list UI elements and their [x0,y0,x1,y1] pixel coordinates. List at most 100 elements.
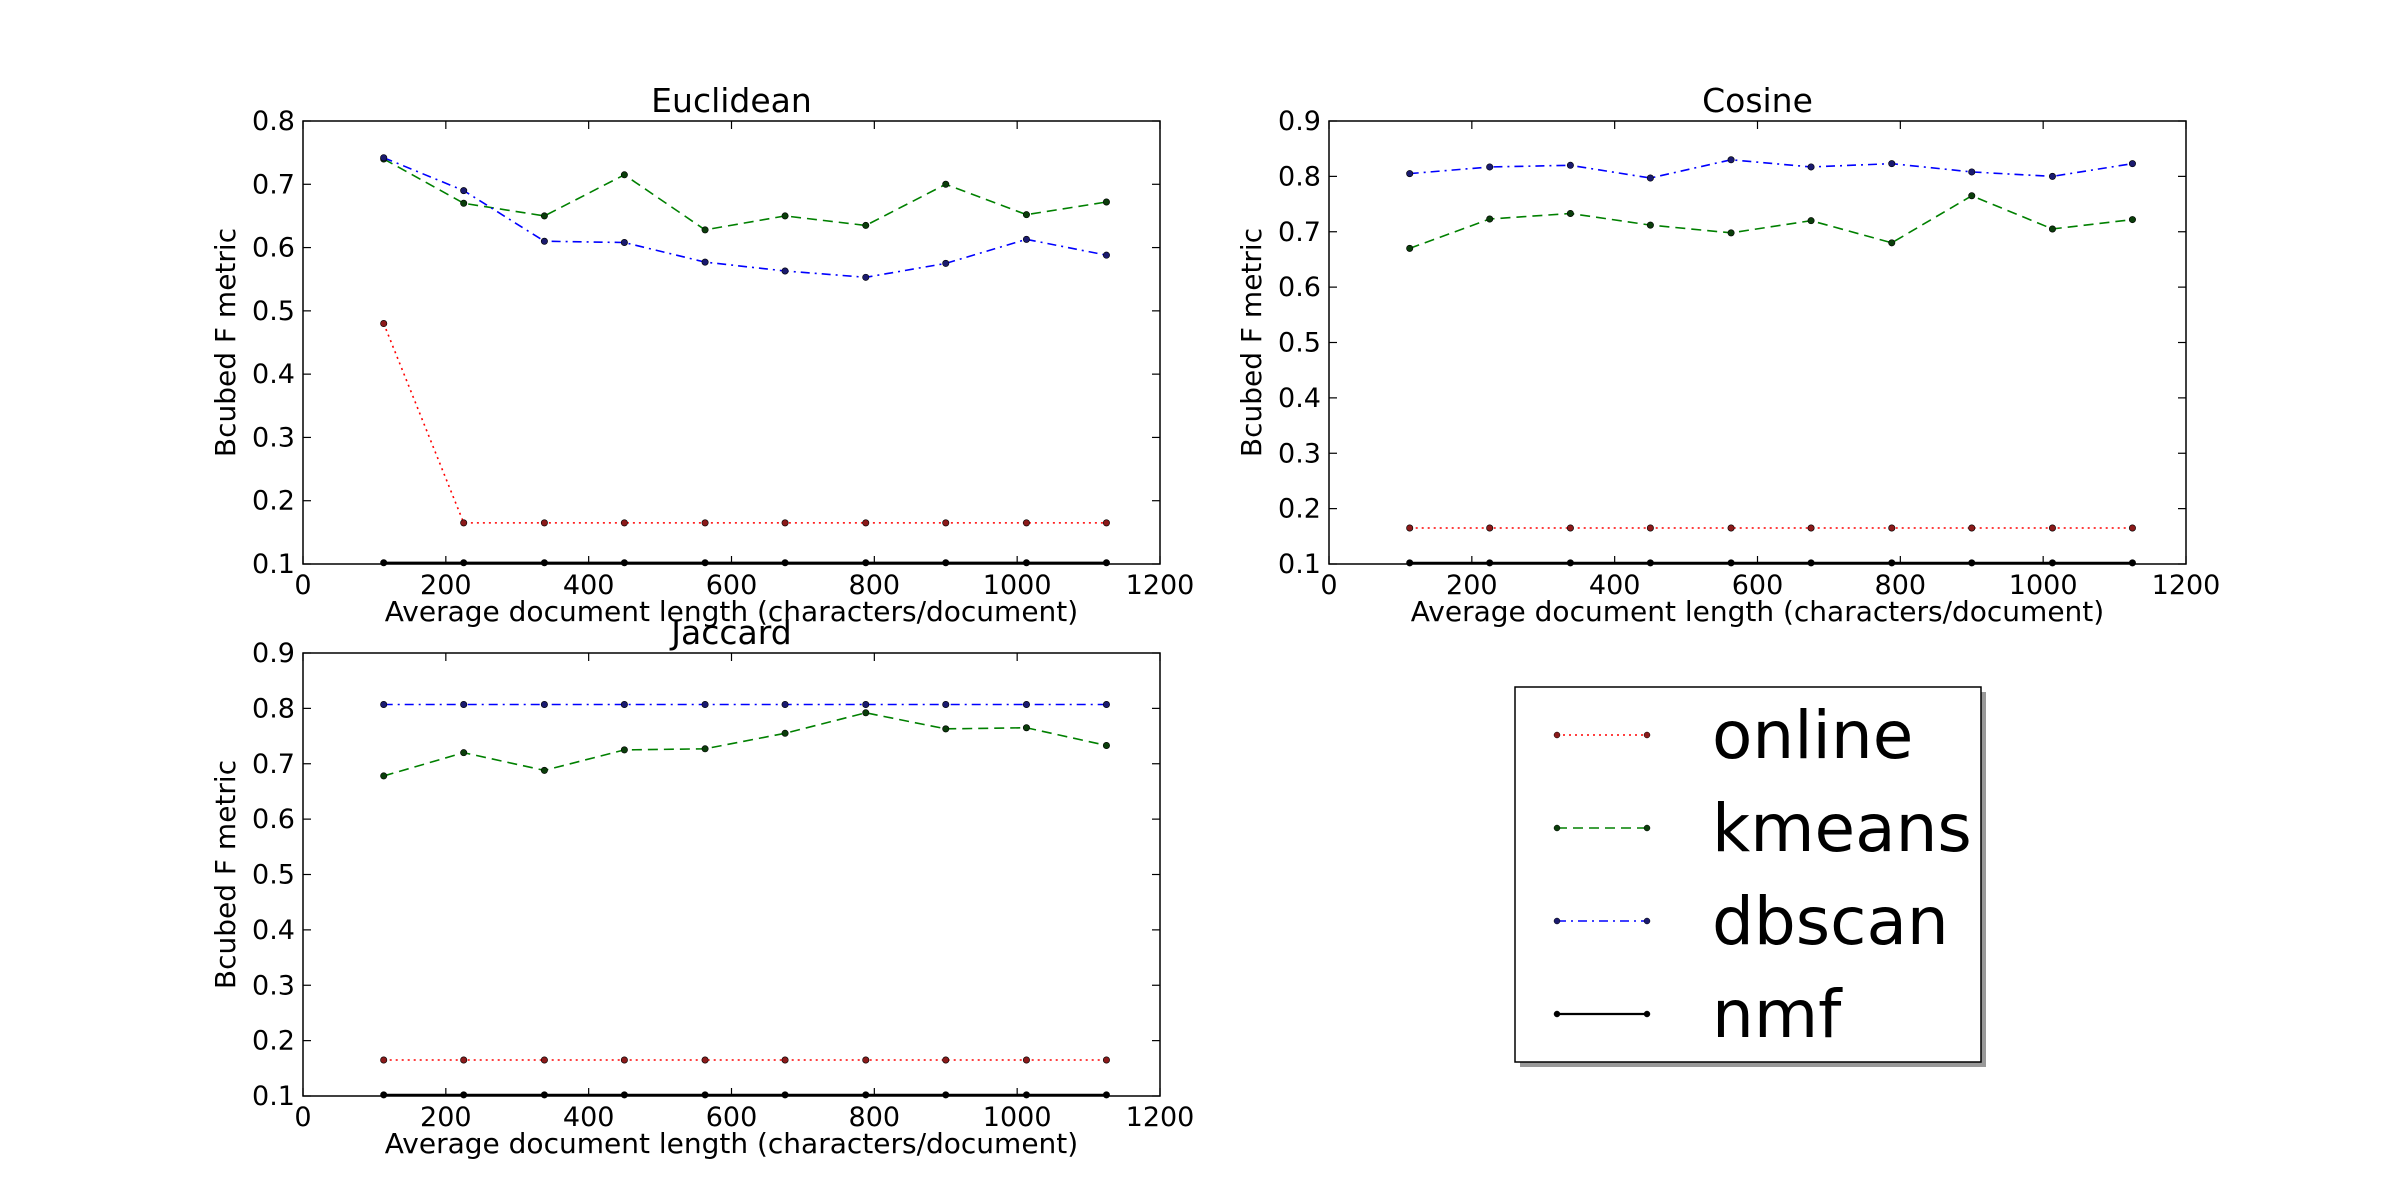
y-tick-label: 0.9 [252,638,295,669]
data-point-nmf [1102,1091,1110,1099]
data-point-online [1102,519,1110,527]
data-point-kmeans [540,766,548,774]
y-tick-label: 0.3 [1278,438,1321,469]
legend-marker-start-kmeans [1553,824,1561,832]
data-point-dbscan [701,258,709,266]
y-tick-label: 0.5 [252,860,295,891]
data-point-nmf [1727,559,1735,567]
data-point-online [1022,519,1030,527]
plot-frame [302,652,1161,1097]
y-tick-label: 0.8 [252,106,295,137]
y-tick-label: 0.5 [1278,328,1321,359]
legend-label-dbscan: dbscan [1712,883,1949,960]
y-axis-label: Bcubed F metric [1235,228,1268,457]
data-point-online [1406,524,1414,532]
y-tick-label: 0.3 [252,422,295,453]
legend-marker-end-nmf [1643,1010,1651,1018]
data-point-dbscan [1022,235,1030,243]
data-point-kmeans [1022,724,1030,732]
data-point-kmeans [1566,209,1574,217]
x-tick-label: 200 [420,1102,472,1133]
data-point-dbscan [701,700,709,708]
data-point-kmeans [862,709,870,717]
data-point-kmeans [1727,229,1735,237]
data-point-online [2048,524,2056,532]
data-point-online [380,1056,388,1064]
data-point-dbscan [1486,163,1494,171]
data-point-online [620,519,628,527]
x-axis-label: Average document length (characters/docu… [385,595,1078,628]
data-point-online [1022,1056,1030,1064]
data-point-kmeans [1102,198,1110,206]
data-point-online [1566,524,1574,532]
data-point-kmeans [1888,239,1896,247]
data-point-nmf [701,559,709,567]
data-point-dbscan [1102,700,1110,708]
data-point-nmf [1406,559,1414,567]
y-tick-label: 0.1 [1278,549,1321,580]
data-point-nmf [1486,559,1494,567]
y-tick-label: 0.9 [1278,106,1321,137]
data-point-dbscan [2048,172,2056,180]
data-point-online [380,320,388,328]
data-point-kmeans [2048,225,2056,233]
data-point-online [781,519,789,527]
data-point-kmeans [701,745,709,753]
y-tick-label: 0.8 [1278,161,1321,192]
data-point-dbscan [380,700,388,708]
data-point-kmeans [380,772,388,780]
data-point-online [862,1056,870,1064]
y-tick-label: 0.6 [252,233,295,264]
data-point-dbscan [2128,160,2136,168]
data-point-dbscan [460,700,468,708]
legend-label-nmf: nmf [1712,976,1843,1053]
data-point-nmf [380,1091,388,1099]
data-point-kmeans [942,725,950,733]
y-tick-label: 0.7 [252,169,295,200]
x-tick-label: 200 [1446,570,1498,601]
data-point-dbscan [862,700,870,708]
x-tick-label: 0 [294,1102,311,1133]
data-point-dbscan [942,259,950,267]
x-tick-label: 800 [1875,570,1927,601]
y-tick-label: 0.8 [252,693,295,724]
y-tick-label: 0.2 [252,1026,295,1057]
x-tick-label: 1000 [983,1102,1052,1133]
y-tick-label: 0.4 [252,359,295,390]
legend-entry-online: online [1553,697,1913,774]
data-point-dbscan [1646,174,1654,182]
x-tick-label: 1200 [1126,570,1195,601]
data-point-online [1807,524,1815,532]
y-tick-label: 0.7 [252,749,295,780]
data-point-nmf [1022,559,1030,567]
y-tick-label: 0.2 [252,486,295,517]
data-point-dbscan [620,700,628,708]
series-line-kmeans [383,711,1107,777]
y-axis-label: Bcubed F metric [209,760,242,989]
data-point-kmeans [1022,211,1030,219]
legend-marker-start-online [1553,731,1561,739]
y-axis-label: Bcubed F metric [209,228,242,457]
legend-marker-end-online [1643,731,1651,739]
data-point-dbscan [862,273,870,281]
y-tick-label: 0.5 [252,296,295,327]
panel-jaccard: 0 200 400 600 800 1000 1200 0.1 0.2 0.3 0.4 0.5 0.6 0… [209,613,1194,1160]
data-point-dbscan [781,267,789,275]
x-tick-label: 0 [294,570,311,601]
y-tick-label: 0.6 [252,804,295,835]
x-axis-label: Average document length (characters/docu… [1411,595,2104,628]
panel-title: Euclidean [651,81,812,120]
x-tick-label: 600 [706,570,758,601]
legend-entry-dbscan: dbscan [1553,883,1949,960]
data-point-kmeans [942,180,950,188]
legend-marker-start-nmf [1553,1010,1561,1018]
y-tick-label: 0.6 [1278,272,1321,303]
y-tick-label: 0.2 [1278,494,1321,525]
data-point-nmf [1888,559,1896,567]
x-tick-label: 1200 [1126,1102,1195,1133]
data-point-kmeans [540,212,548,220]
data-point-kmeans [620,746,628,754]
data-point-online [2128,524,2136,532]
data-point-nmf [942,559,950,567]
